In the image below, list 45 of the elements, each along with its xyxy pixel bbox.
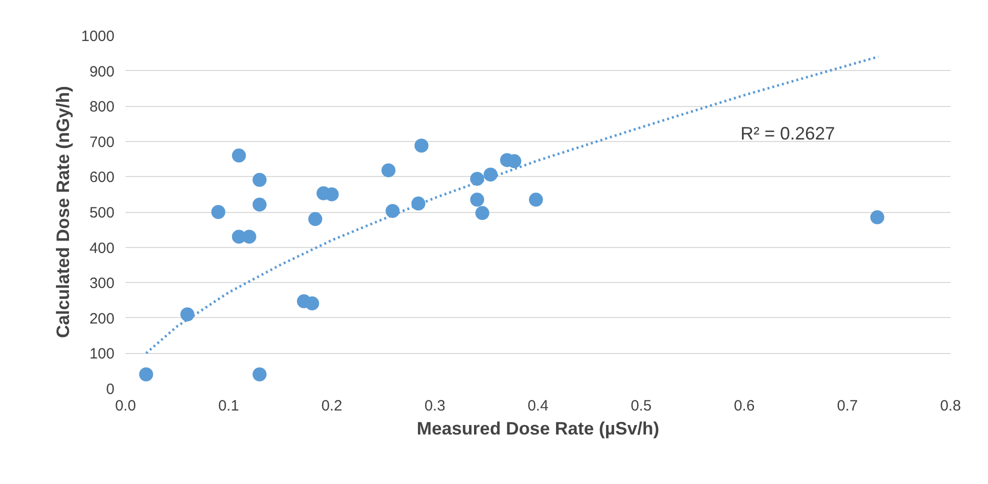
- point: [470, 192, 484, 207]
- point: [324, 187, 339, 202]
- point: [305, 296, 320, 310]
- point: [381, 163, 396, 178]
- point: [139, 367, 154, 382]
- point: [252, 367, 267, 382]
- point: [211, 205, 226, 219]
- point: [411, 196, 426, 211]
- x-tick-label: 0.3: [424, 398, 446, 414]
- y-tick-label: 200: [89, 310, 115, 328]
- point: [414, 138, 428, 153]
- x-tick-label: 0.6: [734, 398, 755, 414]
- point: [308, 212, 322, 226]
- x-tick-label: 0.1: [218, 398, 240, 414]
- annotation: R² = 0.2627: [740, 124, 836, 144]
- x-tick-label: 0.7: [836, 398, 858, 414]
- point: [232, 148, 246, 163]
- point: [470, 172, 484, 186]
- y-axis-title: Calculated Dose Rate (nGy/h): [53, 86, 74, 338]
- point: [870, 210, 884, 224]
- y-tick-label: 400: [89, 240, 115, 257]
- point: [475, 206, 490, 220]
- x-tick-label: 0.2: [321, 398, 342, 414]
- y-tick-label: 0: [106, 381, 114, 398]
- x-tick-label: 0.0: [115, 398, 136, 414]
- y-tick-label: 1000: [81, 28, 115, 45]
- point: [386, 204, 400, 218]
- point: [242, 230, 256, 244]
- point: [180, 307, 194, 322]
- x-tick-label: 0.8: [940, 398, 961, 414]
- x-tick-label: 0.5: [630, 398, 652, 414]
- point: [252, 198, 267, 212]
- x-tick-label: 0.4: [528, 398, 548, 414]
- point: [252, 172, 267, 187]
- y-tick-label: 800: [89, 98, 115, 116]
- y-tick-label: 100: [89, 346, 115, 363]
- x-axis-title: Measured Dose Rate (µSv/h): [416, 418, 660, 438]
- point: [484, 168, 498, 182]
- y-tick-label: 700: [89, 134, 115, 151]
- y-tick-label: 500: [89, 204, 115, 222]
- y-tick-label: 900: [89, 63, 115, 80]
- y-tick-label: 300: [89, 275, 115, 292]
- y-tick-label: 600: [89, 169, 115, 186]
- line-series: [144, 55, 880, 354]
- point: [528, 192, 543, 207]
